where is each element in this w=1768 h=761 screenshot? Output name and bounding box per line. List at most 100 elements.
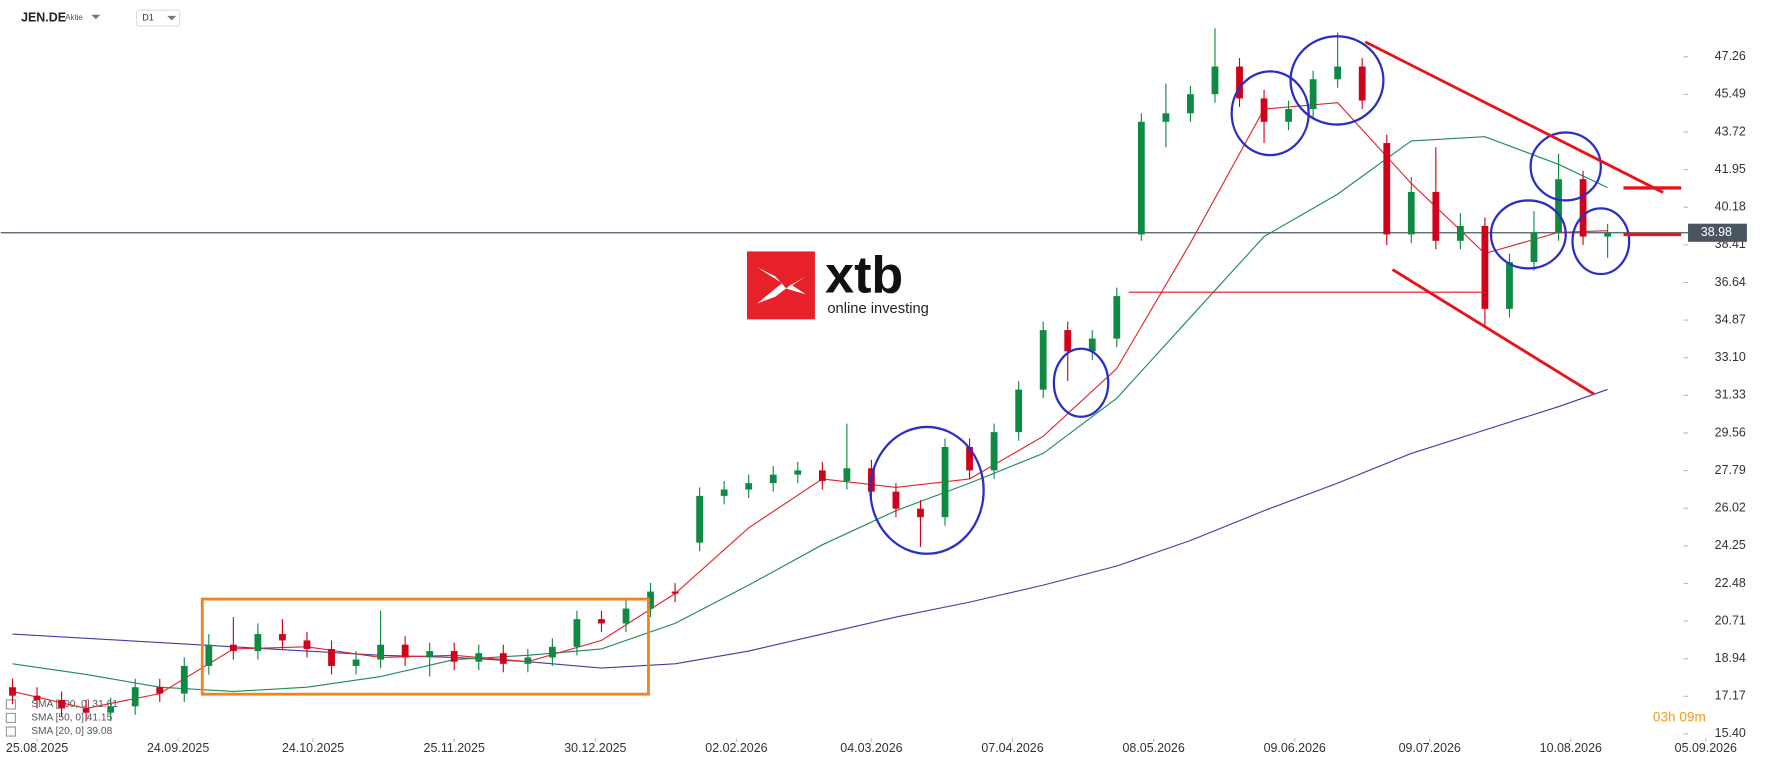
candle-body bbox=[1137, 121, 1145, 235]
candle-body bbox=[1555, 179, 1562, 233]
candle-body bbox=[254, 634, 262, 652]
candle-body bbox=[1481, 225, 1489, 309]
x-tick-label: 05.09.2026 bbox=[1675, 741, 1737, 755]
candle-body bbox=[794, 470, 802, 475]
candle-body bbox=[475, 653, 483, 662]
interval-select[interactable] bbox=[136, 9, 181, 27]
y-tick-label: 36.64 bbox=[1715, 275, 1746, 289]
circle-marker bbox=[1052, 347, 1110, 418]
candle-body bbox=[917, 508, 924, 518]
candle-body bbox=[720, 489, 728, 496]
y-tick-label: 20.71 bbox=[1715, 613, 1746, 627]
trend-line bbox=[1391, 268, 1595, 396]
x-tick-label: 07.04.2026 bbox=[981, 741, 1043, 755]
axes: 15.40 17.17 18.94 20.71 22.48 24.25 26.02 27.79… bbox=[5, 49, 1747, 755]
dropdown-arrow[interactable] bbox=[91, 14, 101, 20]
candle-body bbox=[450, 651, 458, 662]
trend-line bbox=[1364, 40, 1664, 194]
candle-body bbox=[303, 640, 311, 649]
candle-body bbox=[1383, 143, 1391, 235]
x-tick-label: 24.09.2025 bbox=[147, 741, 209, 755]
candle-body bbox=[107, 706, 115, 713]
candle-body bbox=[156, 687, 164, 694]
x-tick-label: 09.06.2026 bbox=[1264, 741, 1326, 755]
legend-label: SMA [20, 0] 39.08 bbox=[31, 726, 112, 737]
candle-body bbox=[1506, 262, 1513, 309]
legend-icon bbox=[5, 699, 16, 710]
x-tick-label: 30.12.2025 bbox=[564, 741, 626, 755]
candle-body bbox=[352, 659, 360, 666]
candle-body bbox=[696, 495, 704, 543]
candle-body bbox=[9, 687, 16, 696]
candle-body bbox=[1064, 330, 1072, 352]
circle-marker bbox=[1529, 131, 1602, 202]
header: JEN.DE Aktie D1 bbox=[21, 9, 181, 27]
annotations bbox=[200, 35, 1682, 696]
candle-body bbox=[1187, 94, 1194, 114]
candle-body bbox=[1162, 113, 1170, 122]
y-tick-label: 45.49 bbox=[1715, 87, 1746, 101]
logo: xtb online investing bbox=[746, 246, 929, 320]
x-tick-label: 08.05.2026 bbox=[1122, 741, 1184, 755]
candle-body bbox=[745, 483, 753, 490]
range-box bbox=[200, 597, 650, 696]
logo-glyph bbox=[757, 267, 806, 304]
candle-body bbox=[769, 474, 777, 484]
countdown: 03h 09m bbox=[1653, 710, 1706, 725]
candle-body bbox=[1088, 338, 1096, 352]
y-tick-label: 47.26 bbox=[1715, 49, 1746, 63]
ma-line bbox=[12, 102, 1608, 710]
candle-body bbox=[1358, 66, 1366, 101]
circle-marker bbox=[1230, 70, 1310, 157]
circle-marker bbox=[1571, 207, 1631, 276]
candle-body bbox=[377, 644, 384, 660]
candle-body bbox=[1039, 330, 1047, 390]
candle-body bbox=[131, 687, 139, 707]
candle-body bbox=[573, 619, 581, 647]
y-tick-label: 24.25 bbox=[1715, 538, 1746, 552]
candle-body bbox=[966, 447, 973, 471]
candle-body bbox=[818, 470, 826, 482]
candle-body bbox=[892, 491, 900, 509]
legend-label: SMA [200, 0] 31.61 bbox=[31, 699, 118, 710]
x-tick-label: 09.07.2026 bbox=[1399, 741, 1461, 755]
candle-body bbox=[1334, 66, 1342, 80]
instrument-type: Aktie bbox=[65, 13, 83, 22]
circle-marker bbox=[869, 425, 985, 555]
candle-body bbox=[622, 608, 630, 624]
candle-body bbox=[941, 447, 949, 518]
candle-body bbox=[1309, 79, 1317, 110]
candle-body bbox=[1260, 98, 1268, 122]
legend-icon bbox=[5, 712, 16, 724]
candle-body bbox=[1456, 225, 1464, 241]
x-tick-label: 04.03.2026 bbox=[840, 741, 902, 755]
y-tick-label: 31.33 bbox=[1715, 388, 1746, 402]
y-tick-label: 29.56 bbox=[1715, 425, 1746, 439]
candle-body bbox=[990, 432, 998, 471]
x-tick-label: 10.08.2026 bbox=[1540, 741, 1602, 755]
y-tick-label: 34.87 bbox=[1715, 312, 1746, 326]
x-tick-label: 25.08.2025 bbox=[6, 741, 68, 755]
y-tick-label: 40.18 bbox=[1715, 200, 1746, 214]
candle-body bbox=[1236, 66, 1243, 99]
y-tick-label: 26.02 bbox=[1715, 501, 1746, 515]
dropdown-arrow[interactable] bbox=[167, 15, 177, 21]
legend-label: SMA [50, 0] 41.15 bbox=[31, 713, 112, 724]
x-tick-label: 25.11.2025 bbox=[424, 741, 485, 755]
last-price-label: 38.98 bbox=[1701, 225, 1732, 239]
candle-body bbox=[180, 665, 188, 694]
candle-body bbox=[58, 699, 65, 709]
candle-body bbox=[1113, 296, 1121, 339]
candle-body bbox=[82, 708, 90, 713]
candle-body bbox=[1407, 191, 1415, 235]
candle-body bbox=[1579, 179, 1587, 237]
symbol: JEN.DE bbox=[21, 10, 66, 24]
y-tick-label: 33.10 bbox=[1715, 350, 1746, 364]
ma-line bbox=[12, 136, 1608, 693]
candle-body bbox=[548, 646, 556, 658]
candle-body bbox=[1285, 109, 1292, 122]
y-tick-label: 41.95 bbox=[1715, 162, 1746, 176]
candle-body bbox=[279, 634, 286, 641]
